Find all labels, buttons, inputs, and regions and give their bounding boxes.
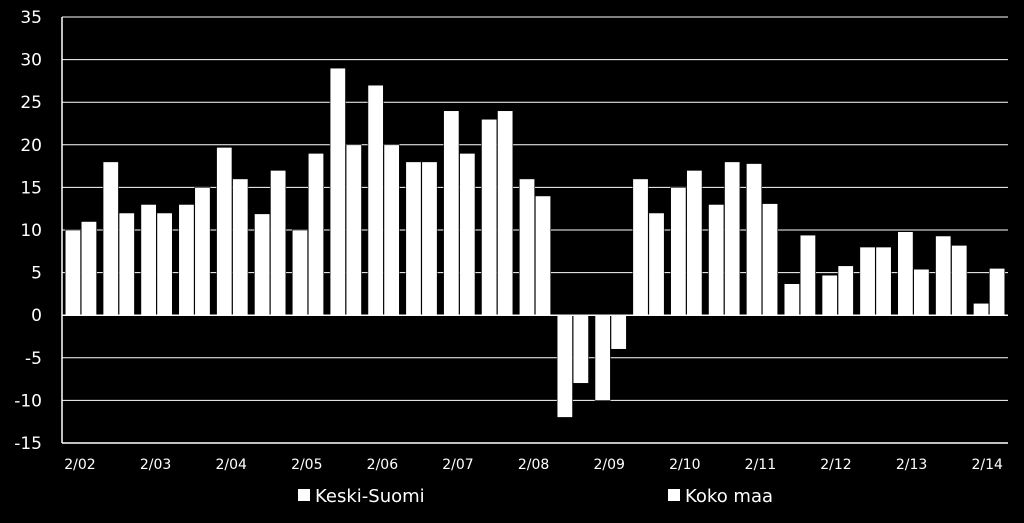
bar-koko-maa [762, 203, 779, 316]
x-tick-labels: 2/02 2/03 2/04 2/05 2/06 2/07 2/08 2/09 2/10 2/11… [64, 457, 1003, 473]
bar-keski-suomi [632, 178, 649, 316]
bar-koko-maa [989, 268, 1006, 316]
legend-swatch-keski-suomi [298, 489, 310, 501]
bar-keski-suomi [405, 161, 422, 316]
bars [64, 67, 1006, 418]
bar-keski-suomi [64, 229, 81, 316]
y-tick-label: 35 [20, 8, 42, 28]
bar-keski-suomi [216, 147, 233, 316]
x-tick-label: 2/05 [291, 457, 322, 473]
bar-koko-maa [307, 153, 324, 316]
bar-keski-suomi [443, 110, 460, 316]
bar-koko-maa [724, 161, 741, 316]
y-tick-label: 20 [20, 136, 42, 156]
bar-koko-maa [194, 187, 211, 316]
bar-keski-suomi [746, 163, 763, 316]
y-tick-label: 5 [31, 264, 42, 284]
bar-koko-maa [686, 170, 703, 316]
bar-keski-suomi [859, 246, 876, 316]
y-tick-label: -15 [14, 434, 42, 454]
x-tick-label: 2/04 [215, 457, 247, 473]
x-tick-label: 2/12 [820, 457, 851, 473]
bar-keski-suomi [821, 274, 838, 316]
bar-koko-maa [951, 245, 968, 316]
x-tick-label: 2/07 [442, 457, 473, 473]
x-tick-label: 2/03 [140, 457, 171, 473]
y-tick-label: 15 [20, 178, 42, 198]
bar-koko-maa [837, 265, 854, 316]
y-tick-label: -5 [25, 349, 42, 369]
bar-keski-suomi [783, 283, 800, 316]
bar-koko-maa [610, 314, 627, 350]
y-tick-label: 10 [20, 221, 42, 241]
legend-label-koko-maa: Koko maa [685, 486, 773, 507]
bar-koko-maa [875, 246, 892, 316]
y-tick-label: -10 [14, 391, 42, 411]
bar-koko-maa [497, 110, 514, 316]
bar-keski-suomi [367, 84, 384, 316]
bar-koko-maa [534, 195, 551, 316]
y-tick-label: 30 [20, 51, 42, 71]
y-tick-label: 25 [20, 93, 42, 113]
x-tick-label: 2/02 [64, 457, 95, 473]
bar-koko-maa [118, 212, 135, 316]
bar-keski-suomi [329, 67, 346, 316]
axes [61, 17, 1008, 444]
bar-keski-suomi [708, 204, 725, 316]
x-tick-label: 2/14 [971, 457, 1003, 473]
bar-keski-suomi [140, 204, 157, 316]
bar-koko-maa [156, 212, 173, 316]
legend-swatch-koko-maa [668, 489, 680, 501]
bar-keski-suomi [481, 118, 498, 316]
bar-koko-maa [421, 161, 438, 316]
x-tick-label: 2/11 [745, 457, 776, 473]
legend-label-keski-suomi: Keski-Suomi [315, 486, 425, 507]
bar-keski-suomi [556, 314, 573, 418]
x-tick-label: 2/09 [593, 457, 624, 473]
bar-koko-maa [345, 144, 362, 316]
bar-koko-maa [80, 221, 97, 316]
bar-keski-suomi [291, 229, 308, 316]
bar-koko-maa [459, 153, 476, 316]
bar-koko-maa [572, 314, 589, 384]
y-tick-label: 0 [31, 306, 42, 326]
bar-keski-suomi [897, 231, 914, 316]
bar-koko-maa [232, 178, 249, 316]
x-tick-label: 2/08 [518, 457, 549, 473]
bar-keski-suomi [178, 204, 195, 316]
bar-keski-suomi [518, 178, 535, 316]
bar-koko-maa [799, 234, 816, 316]
bar-keski-suomi [594, 314, 611, 401]
legend: Keski-Suomi Koko maa [298, 486, 773, 507]
bar-keski-suomi [102, 161, 119, 316]
bar-keski-suomi [670, 187, 687, 316]
bar-keski-suomi [973, 302, 990, 316]
x-tick-label: 2/06 [367, 457, 399, 473]
bar-koko-maa [648, 212, 665, 316]
bar-koko-maa [383, 144, 400, 316]
bar-keski-suomi [935, 235, 952, 316]
x-tick-label: 2/10 [669, 457, 700, 473]
y-tick-labels: -15 -10 -5 0 5 10 15 20 25 30 35 [14, 8, 42, 454]
bar-keski-suomi [254, 213, 271, 316]
x-tick-label: 2/13 [896, 457, 927, 473]
bar-koko-maa [270, 170, 287, 316]
bar-koko-maa [913, 268, 930, 316]
